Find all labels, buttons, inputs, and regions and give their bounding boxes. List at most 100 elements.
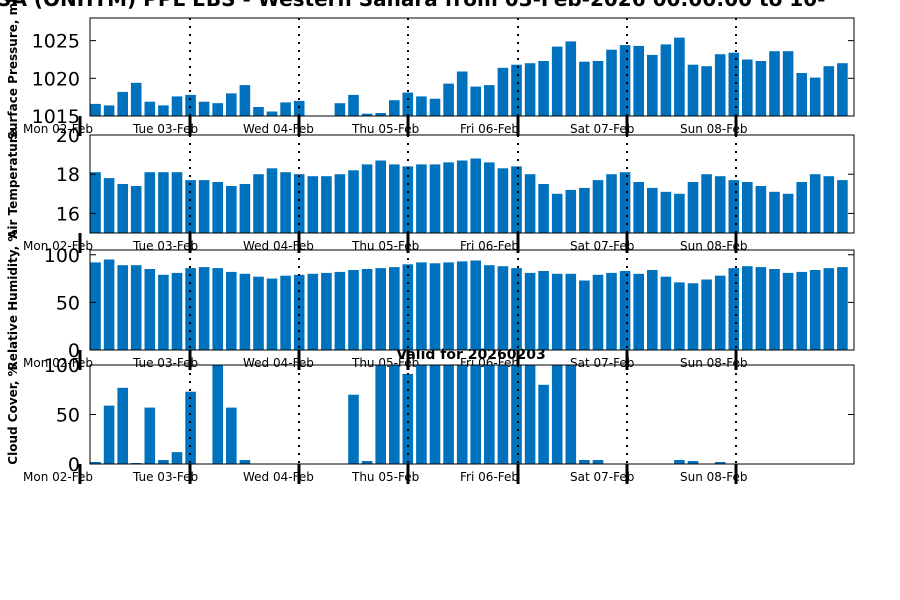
y-tick-label: 18: [56, 164, 80, 186]
bar: [714, 275, 726, 350]
bar: [239, 273, 251, 350]
bar: [470, 365, 481, 464]
bar: [198, 101, 210, 116]
bar: [606, 272, 617, 350]
bar: [280, 102, 291, 116]
bar: [823, 268, 835, 350]
bar: [538, 271, 549, 350]
bar: [158, 172, 169, 233]
bar: [701, 279, 712, 350]
bar: [239, 184, 251, 233]
bar: [524, 365, 536, 464]
bar: [497, 67, 509, 116]
bar: [171, 272, 183, 350]
y-axis-label: Cloud Cover, %: [6, 364, 20, 464]
bar: [144, 407, 156, 464]
bar: [198, 267, 210, 350]
bar: [402, 92, 414, 116]
bar: [796, 271, 807, 350]
x-tick-label: Sun 08-Feb: [680, 356, 748, 370]
bar: [103, 178, 115, 233]
bar: [348, 394, 359, 464]
bar: [130, 82, 142, 116]
bar: [619, 172, 631, 233]
bar: [429, 365, 441, 464]
bar: [429, 98, 441, 116]
bar: [158, 460, 169, 464]
bar: [823, 176, 835, 233]
x-tick-label: Sun 08-Feb: [680, 470, 748, 484]
bar: [769, 269, 780, 350]
bar: [239, 460, 251, 464]
bar: [470, 158, 481, 233]
bar: [714, 176, 726, 233]
bar: [361, 113, 373, 116]
bar: [728, 52, 740, 116]
bar: [429, 164, 441, 233]
bar: [443, 365, 454, 464]
bar: [619, 45, 631, 116]
x-tick-label: Mon 02-Feb: [23, 122, 93, 136]
bar: [334, 271, 346, 350]
bar: [293, 100, 305, 116]
bar: [524, 63, 536, 116]
bar: [837, 180, 848, 233]
bar: [90, 103, 101, 116]
bar: [823, 66, 835, 116]
bar: [565, 41, 577, 116]
bar: [565, 365, 577, 464]
plot-frame: [89, 249, 855, 351]
bar: [633, 273, 644, 350]
bar: [647, 187, 658, 233]
bar: [185, 391, 196, 464]
x-tick-label: Tue 03-Feb: [132, 470, 198, 484]
bar: [185, 94, 196, 116]
bar: [307, 176, 319, 233]
x-tick-label: Fri 06-Feb: [460, 122, 519, 136]
bar: [443, 83, 454, 116]
x-tick-label: Sat 07-Feb: [570, 356, 634, 370]
bar: [334, 174, 346, 233]
bar: [497, 168, 509, 233]
bar: [144, 269, 156, 350]
x-tick-label: Sat 07-Feb: [570, 239, 634, 253]
bar: [551, 46, 563, 116]
bar: [660, 191, 672, 233]
bar: [837, 267, 848, 350]
bar: [592, 180, 604, 233]
bar: [592, 61, 604, 116]
y-tick-label: 50: [56, 292, 80, 314]
bar: [198, 180, 210, 233]
bar: [117, 265, 128, 350]
bar: [90, 172, 101, 233]
plot-frame: [89, 17, 855, 117]
x-tick-label: Fri 06-Feb: [460, 470, 519, 484]
bar: [402, 373, 414, 464]
bar: [579, 187, 590, 233]
bar: [633, 182, 644, 233]
bar: [484, 365, 495, 464]
x-tick-label: Sat 07-Feb: [570, 122, 634, 136]
bar: [90, 262, 101, 350]
bar: [144, 172, 156, 233]
x-tick-label: Tue 03-Feb: [132, 356, 198, 370]
bar: [755, 186, 767, 233]
bar: [266, 111, 278, 116]
bar: [769, 51, 780, 117]
bar: [456, 160, 468, 233]
bar: [592, 274, 604, 350]
bar: [742, 182, 753, 233]
bar: [755, 267, 767, 350]
x-tick-label: Thu 05-Feb: [351, 356, 419, 370]
y-axis-label: Relative Humidity, %: [6, 230, 20, 371]
bar: [511, 365, 522, 464]
bar: [484, 162, 495, 233]
bar: [796, 182, 807, 233]
bar: [674, 37, 685, 116]
bar: [511, 166, 522, 233]
bar: [524, 272, 536, 350]
bar: [674, 282, 685, 350]
bar: [226, 407, 237, 464]
